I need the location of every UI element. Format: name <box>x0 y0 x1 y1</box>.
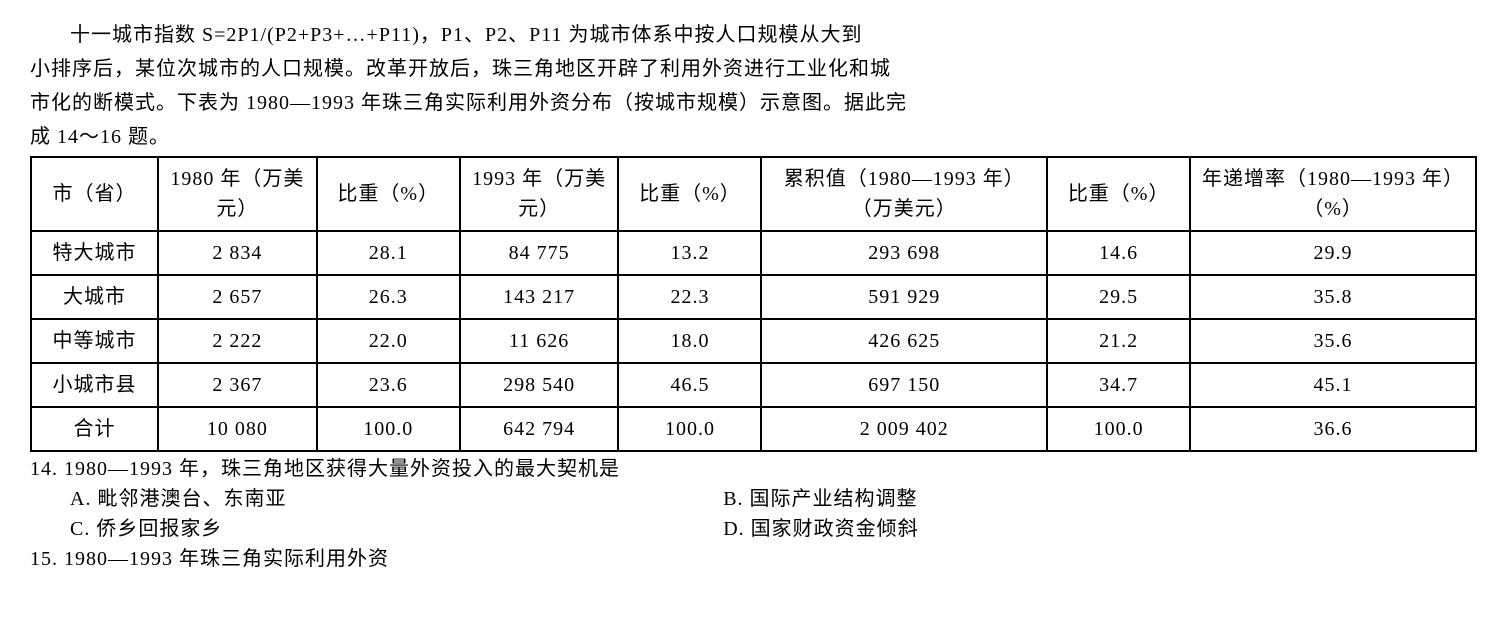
q14-optD: D. 国家财政资金倾斜 <box>723 514 918 544</box>
intro-line-3: 市化的断模式。下表为 1980—1993 年珠三角实际利用外资分布（按城市规模）… <box>30 88 1477 118</box>
cell: 100.0 <box>317 407 460 451</box>
cell: 中等城市 <box>31 319 158 363</box>
header-pct3: 比重（%） <box>1047 157 1190 231</box>
cell: 642 794 <box>460 407 619 451</box>
cell: 293 698 <box>761 231 1047 275</box>
cell: 34.7 <box>1047 363 1190 407</box>
header-pct1: 比重（%） <box>317 157 460 231</box>
cell: 11 626 <box>460 319 619 363</box>
header-1993: 1993 年（万美元） <box>460 157 619 231</box>
q14-options-row1: A. 毗邻港澳台、东南亚 B. 国际产业结构调整 <box>70 484 1477 514</box>
cell: 426 625 <box>761 319 1047 363</box>
table-header-row: 市（省） 1980 年（万美元） 比重（%） 1993 年（万美元） 比重（%）… <box>31 157 1476 231</box>
cell: 46.5 <box>618 363 761 407</box>
cell: 2 009 402 <box>761 407 1047 451</box>
header-growth: 年递增率（1980—1993 年）（%） <box>1190 157 1476 231</box>
data-table: 市（省） 1980 年（万美元） 比重（%） 1993 年（万美元） 比重（%）… <box>30 156 1477 452</box>
header-pct2: 比重（%） <box>618 157 761 231</box>
cell: 45.1 <box>1190 363 1476 407</box>
header-cum: 累积值（1980—1993 年）（万美元） <box>761 157 1047 231</box>
cell: 143 217 <box>460 275 619 319</box>
cell: 26.3 <box>317 275 460 319</box>
cell: 29.5 <box>1047 275 1190 319</box>
cell: 35.6 <box>1190 319 1476 363</box>
table-row: 大城市 2 657 26.3 143 217 22.3 591 929 29.5… <box>31 275 1476 319</box>
q14-optC: C. 侨乡回报家乡 <box>70 514 717 544</box>
q14-stem: 14. 1980—1993 年，珠三角地区获得大量外资投入的最大契机是 <box>30 454 1477 484</box>
table-row: 中等城市 2 222 22.0 11 626 18.0 426 625 21.2… <box>31 319 1476 363</box>
cell: 18.0 <box>618 319 761 363</box>
cell: 14.6 <box>1047 231 1190 275</box>
table-row: 小城市县 2 367 23.6 298 540 46.5 697 150 34.… <box>31 363 1476 407</box>
cell: 36.6 <box>1190 407 1476 451</box>
q14-optB: B. 国际产业结构调整 <box>723 484 917 514</box>
intro-line-4: 成 14～16 题。 <box>30 122 1477 152</box>
header-1980: 1980 年（万美元） <box>158 157 317 231</box>
cell: 298 540 <box>460 363 619 407</box>
cell: 10 080 <box>158 407 317 451</box>
cell: 100.0 <box>1047 407 1190 451</box>
cell: 29.9 <box>1190 231 1476 275</box>
cell: 2 834 <box>158 231 317 275</box>
cell: 28.1 <box>317 231 460 275</box>
q15-stem: 15. 1980—1993 年珠三角实际利用外资 <box>30 544 1477 574</box>
intro-line-1: 十一城市指数 S=2P1/(P2+P3+…+P11)，P1、P2、P11 为城市… <box>30 20 1477 50</box>
cell: 22.0 <box>317 319 460 363</box>
table-row: 特大城市 2 834 28.1 84 775 13.2 293 698 14.6… <box>31 231 1476 275</box>
cell: 697 150 <box>761 363 1047 407</box>
q14-optA: A. 毗邻港澳台、东南亚 <box>70 484 717 514</box>
cell: 35.8 <box>1190 275 1476 319</box>
cell: 591 929 <box>761 275 1047 319</box>
cell: 特大城市 <box>31 231 158 275</box>
cell: 2 657 <box>158 275 317 319</box>
cell: 合计 <box>31 407 158 451</box>
cell: 13.2 <box>618 231 761 275</box>
q14-options-row2: C. 侨乡回报家乡 D. 国家财政资金倾斜 <box>70 514 1477 544</box>
cell: 84 775 <box>460 231 619 275</box>
header-city: 市（省） <box>31 157 158 231</box>
cell: 22.3 <box>618 275 761 319</box>
cell: 小城市县 <box>31 363 158 407</box>
cell: 100.0 <box>618 407 761 451</box>
cell: 2 367 <box>158 363 317 407</box>
cell: 23.6 <box>317 363 460 407</box>
intro-line-2: 小排序后，某位次城市的人口规模。改革开放后，珠三角地区开辟了利用外资进行工业化和… <box>30 54 1477 84</box>
cell: 大城市 <box>31 275 158 319</box>
table-row: 合计 10 080 100.0 642 794 100.0 2 009 402 … <box>31 407 1476 451</box>
cell: 21.2 <box>1047 319 1190 363</box>
cell: 2 222 <box>158 319 317 363</box>
